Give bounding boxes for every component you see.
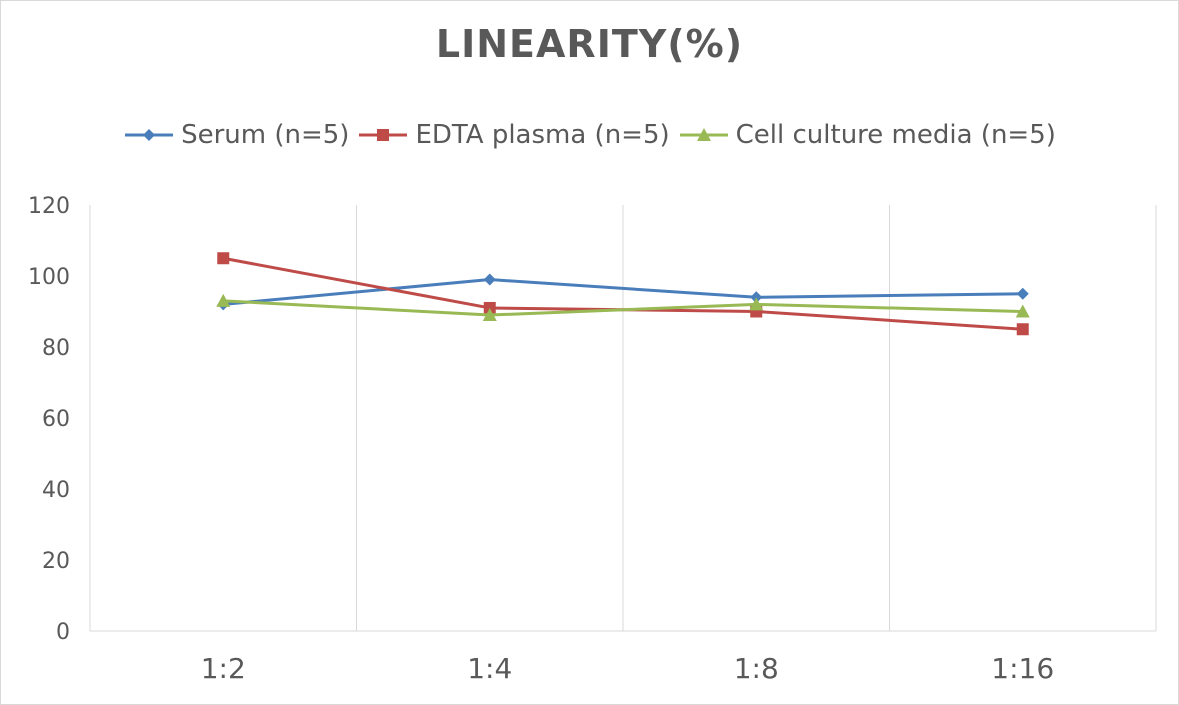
data-point-cell-culture-media [749,297,764,311]
y-tick-label: 80 [42,336,70,361]
data-point-cell-culture-media [1015,304,1030,318]
legend-label-cell-culture-media: Cell culture media (n=5) [735,120,1056,150]
data-point-edta-plasma [483,301,496,314]
y-tick-label: 120 [28,194,70,219]
legend-marker-serum [125,129,174,141]
data-point-serum [1016,287,1029,300]
legend-marker-cell-culture-media [679,128,728,141]
legend-item-cell-culture-media: Cell culture media (n=5) [678,120,1056,150]
x-tick-label: 1:8 [734,652,779,685]
y-tick-label: 20 [42,549,70,574]
legend-item-serum: Serum (n=5) [123,120,349,150]
x-tick-label: 1:16 [991,652,1054,685]
y-tick-label: 40 [42,478,70,503]
data-point-edta-plasma [1016,323,1029,336]
y-tick-label: 100 [28,265,70,290]
data-point-cell-culture-media [216,293,231,307]
series-line-2 [223,299,1023,317]
legend-item-edta-plasma: EDTA plasma (n=5) [357,120,670,150]
y-tick-label: 0 [56,620,70,645]
legend-label-serum: Serum (n=5) [181,120,350,150]
series-line-0 [223,278,1023,306]
y-tick-label: 60 [42,407,70,432]
data-point-edta-plasma [217,252,230,265]
legend-marker-edta-plasma [359,129,408,141]
data-point-serum [483,273,496,286]
legend-label-edta-plasma: EDTA plasma (n=5) [415,120,670,150]
x-tick-label: 1:2 [201,652,246,685]
chart-title: LINEARITY(%) [435,22,744,66]
legend: Serum (n=5) EDTA plasma (n=5) Cell cultu… [0,120,1179,150]
data-point-cell-culture-media [482,308,497,322]
x-tick-label: 1:4 [467,652,512,685]
data-point-serum [750,291,763,304]
